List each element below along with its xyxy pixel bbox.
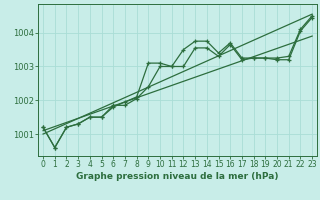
X-axis label: Graphe pression niveau de la mer (hPa): Graphe pression niveau de la mer (hPa) <box>76 172 279 181</box>
